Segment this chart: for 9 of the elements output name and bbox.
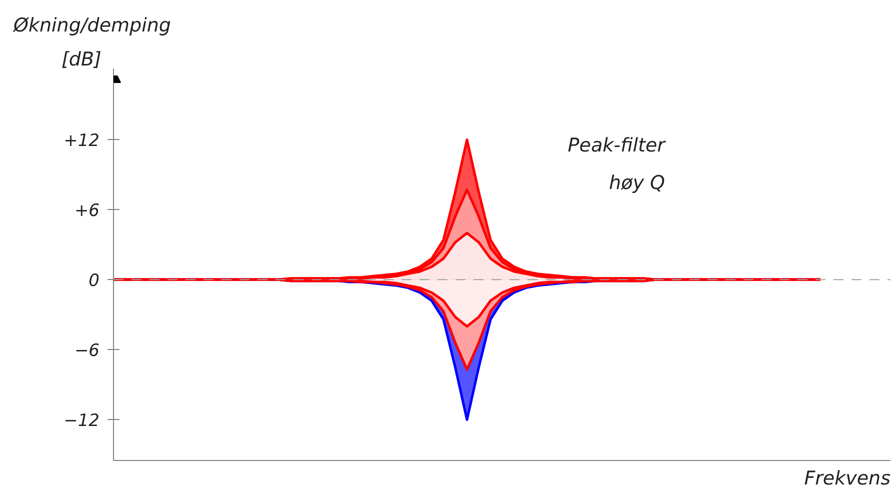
chart-title: Økning/demping [12,14,171,36]
x-axis-title: Frekvens [804,468,891,490]
y-axis-title: [dB] [62,48,102,70]
y-tick-label: −12 [64,411,100,432]
y-tick-label: −6 [74,341,100,362]
y-tick-label: 0 [88,271,100,292]
annotation: Peak-filter høy Q [568,134,666,194]
y-tick-label: +6 [74,201,100,222]
y-tick-label: +12 [64,131,100,152]
